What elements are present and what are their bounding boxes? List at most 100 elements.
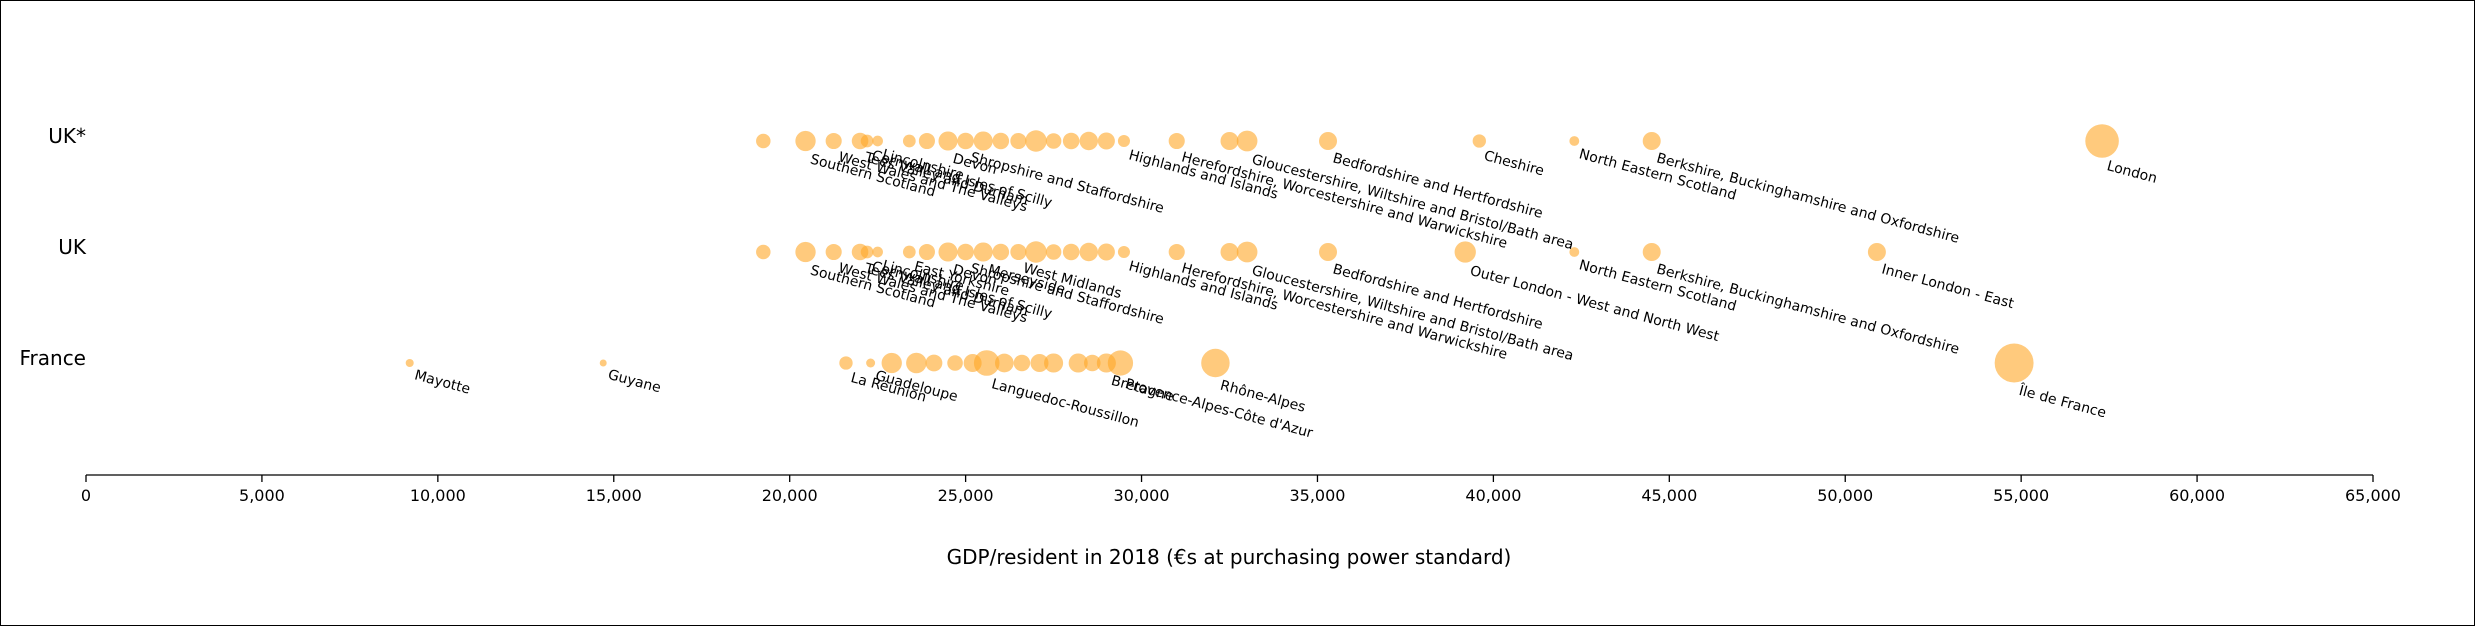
data-point bbox=[1107, 350, 1134, 376]
data-point bbox=[1642, 243, 1661, 261]
data-points bbox=[405, 124, 2119, 383]
category-label-uk: UK bbox=[58, 235, 87, 259]
data-point bbox=[1569, 136, 1580, 146]
data-point bbox=[992, 132, 1010, 150]
data-point bbox=[1168, 132, 1185, 150]
data-label: Île de France bbox=[2016, 381, 2108, 422]
x-tick-label: 15,000 bbox=[586, 486, 642, 505]
data-point bbox=[1010, 132, 1027, 150]
x-tick-label: 5,000 bbox=[239, 486, 285, 505]
data-point bbox=[405, 358, 414, 368]
data-label: Mayotte bbox=[413, 367, 472, 397]
data-point bbox=[1569, 247, 1580, 257]
data-point bbox=[881, 352, 902, 374]
data-point bbox=[1319, 243, 1338, 261]
x-tick-label: 20,000 bbox=[762, 486, 818, 505]
x-axis: 0 5,000 10,000 15,000 20,000 25,000 30,000 35,0… bbox=[81, 474, 2401, 505]
x-tick-label: 60,000 bbox=[2169, 486, 2225, 505]
data-label: Berkshire, Buckinghamshire and Oxfordshi… bbox=[1655, 150, 1961, 246]
data-point bbox=[1025, 130, 1047, 152]
data-point bbox=[957, 243, 974, 261]
data-point bbox=[1079, 242, 1098, 262]
data-point bbox=[1044, 353, 1064, 373]
data-point bbox=[938, 131, 958, 151]
x-tick-label: 65,000 bbox=[2345, 486, 2401, 505]
x-tick-label: 0 bbox=[81, 486, 91, 505]
data-point bbox=[825, 132, 842, 150]
data-point bbox=[1867, 243, 1886, 261]
x-axis-ticks: 0 5,000 10,000 15,000 20,000 25,000 30,000 35,0… bbox=[81, 475, 2401, 505]
data-point bbox=[947, 355, 963, 371]
data-point bbox=[973, 131, 993, 151]
data-point bbox=[1079, 131, 1098, 151]
data-label: Guyane bbox=[606, 367, 662, 396]
data-point bbox=[1117, 245, 1130, 259]
category-labels: UK* UK France bbox=[19, 124, 86, 370]
data-point bbox=[1454, 241, 1476, 263]
data-point bbox=[1030, 354, 1049, 372]
data-point bbox=[1045, 244, 1062, 260]
x-tick-label: 40,000 bbox=[1465, 486, 1521, 505]
x-tick-label: 25,000 bbox=[938, 486, 994, 505]
data-point bbox=[1117, 134, 1130, 148]
data-point bbox=[957, 132, 974, 150]
x-tick-label: 45,000 bbox=[1641, 486, 1697, 505]
data-point bbox=[1097, 132, 1115, 150]
data-point bbox=[1236, 241, 1258, 263]
data-point bbox=[902, 245, 916, 259]
data-point bbox=[1068, 353, 1088, 373]
data-point bbox=[1062, 132, 1080, 150]
data-point bbox=[872, 135, 883, 147]
data-point bbox=[1642, 132, 1661, 150]
data-point bbox=[860, 134, 874, 148]
x-tick-label: 50,000 bbox=[1817, 486, 1873, 505]
data-point bbox=[902, 134, 916, 148]
data-point bbox=[1083, 354, 1101, 372]
data-point bbox=[756, 244, 771, 260]
data-point bbox=[1168, 243, 1185, 261]
category-label-france: France bbox=[19, 346, 86, 370]
data-point bbox=[1220, 243, 1239, 261]
data-point bbox=[994, 353, 1014, 373]
data-point bbox=[1010, 243, 1027, 261]
data-point bbox=[795, 130, 816, 152]
data-point bbox=[918, 243, 935, 261]
x-tick-label: 35,000 bbox=[1289, 486, 1345, 505]
data-point bbox=[918, 132, 935, 150]
data-label: Cheshire bbox=[1482, 148, 1545, 179]
data-point bbox=[973, 350, 1000, 376]
data-point bbox=[1472, 134, 1486, 148]
x-tick-label: 55,000 bbox=[1993, 486, 2049, 505]
data-point bbox=[938, 242, 958, 262]
data-point bbox=[1236, 130, 1258, 152]
data-point bbox=[973, 242, 993, 262]
data-point bbox=[906, 352, 927, 374]
data-point bbox=[1045, 133, 1062, 149]
data-point bbox=[2085, 124, 2119, 158]
data-point bbox=[992, 243, 1010, 261]
data-point bbox=[599, 359, 607, 367]
data-point bbox=[1062, 243, 1080, 261]
x-tick-label: 30,000 bbox=[1114, 486, 1170, 505]
data-point bbox=[1994, 343, 2034, 383]
data-point bbox=[839, 356, 853, 370]
data-point bbox=[1220, 132, 1239, 150]
data-point bbox=[860, 245, 874, 259]
data-point bbox=[925, 354, 943, 372]
data-point bbox=[795, 241, 816, 263]
data-point bbox=[756, 133, 771, 149]
data-point bbox=[1319, 132, 1338, 150]
data-point bbox=[825, 243, 842, 261]
data-point bbox=[872, 246, 883, 258]
data-point bbox=[1013, 354, 1031, 372]
x-tick-label: 10,000 bbox=[410, 486, 466, 505]
category-label-uk-star: UK* bbox=[48, 124, 86, 148]
x-axis-label: GDP/resident in 2018 (€s at purchasing p… bbox=[947, 545, 1512, 569]
data-point bbox=[1201, 348, 1230, 378]
data-point bbox=[866, 358, 876, 368]
data-point bbox=[1025, 241, 1047, 263]
data-label: London bbox=[2105, 158, 2159, 187]
data-point bbox=[1097, 243, 1115, 261]
